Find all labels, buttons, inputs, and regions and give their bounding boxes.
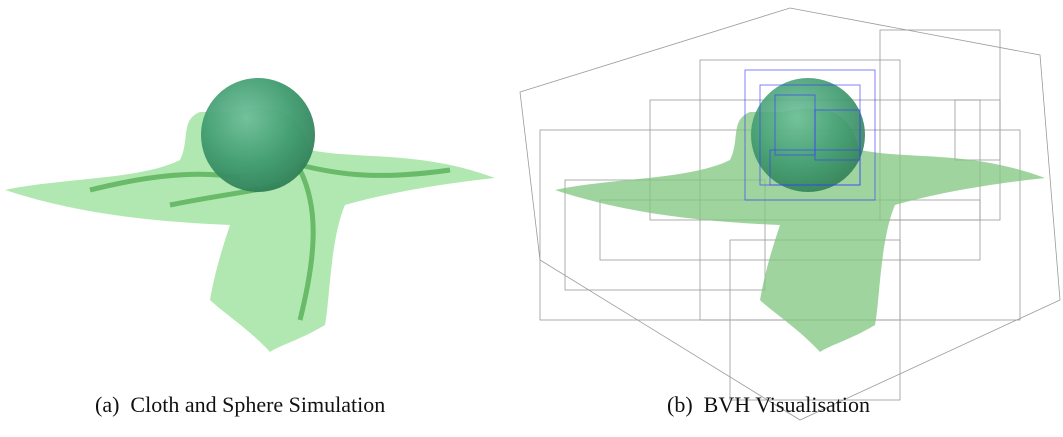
subfigure-caption: (b) BVH Visualisation <box>667 392 870 418</box>
subfigure-caption: (a) Cloth and Sphere Simulation <box>95 392 385 418</box>
subfigure-label: (b) <box>667 392 693 417</box>
subfigure-label: (a) <box>95 392 119 417</box>
cloth-simulation-image <box>5 78 495 352</box>
caption-text: Cloth and Sphere Simulation <box>130 392 385 417</box>
bvh-visualisation-image <box>520 8 1060 420</box>
figure: (a) Cloth and Sphere Simulation (b) BVH … <box>0 0 1063 437</box>
caption-text: BVH Visualisation <box>704 392 870 417</box>
figure-art <box>0 0 1063 437</box>
